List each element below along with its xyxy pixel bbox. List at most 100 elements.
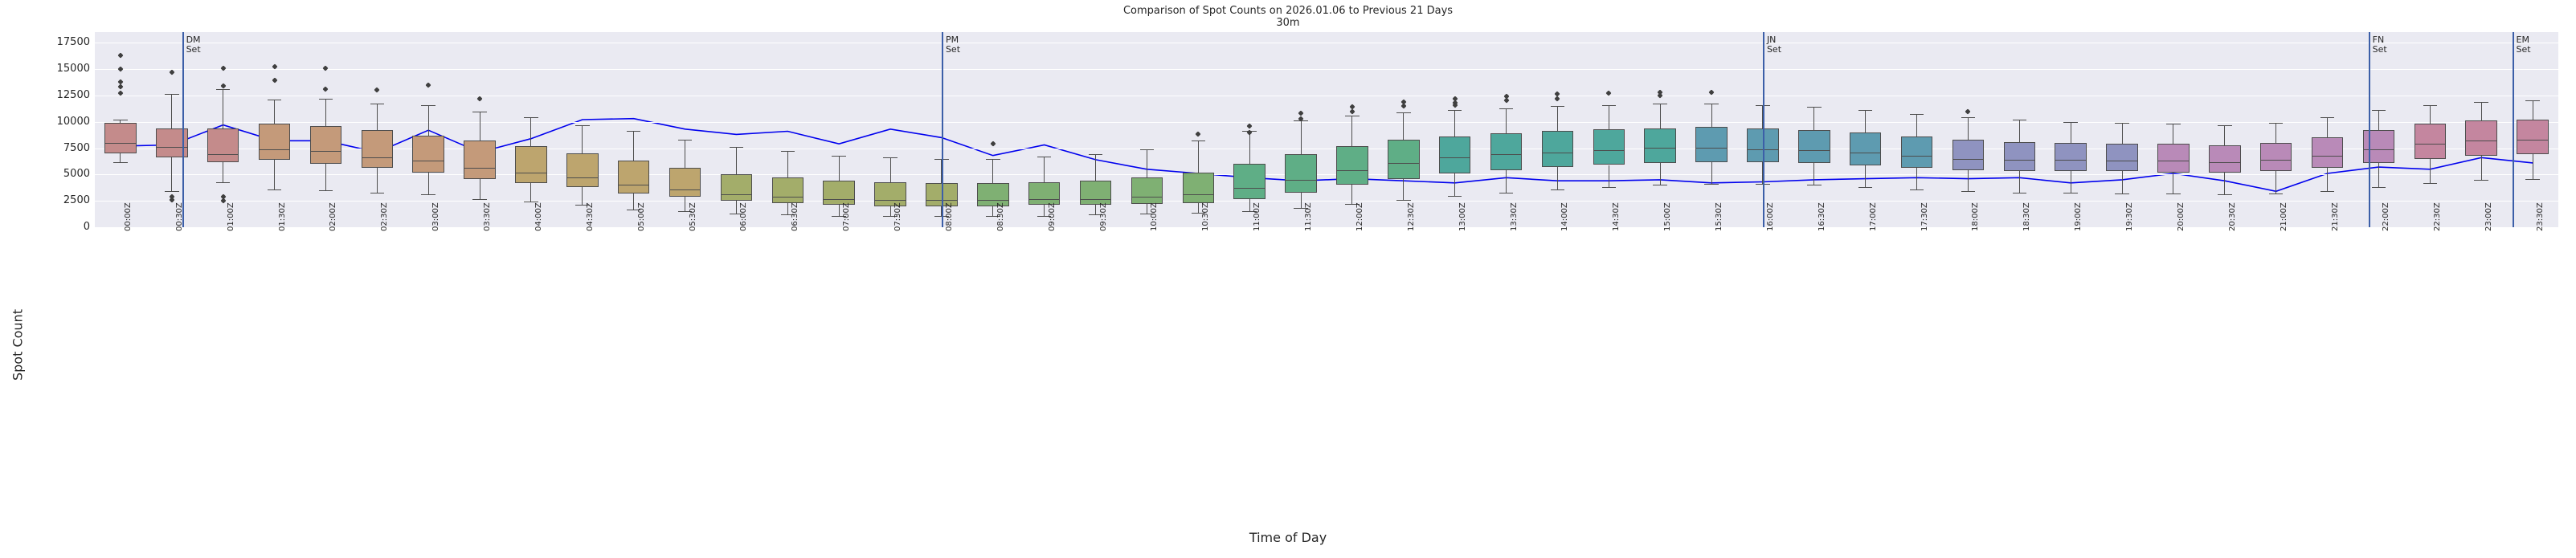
box-whisker-lower	[1865, 165, 1867, 188]
box-median	[1182, 194, 1215, 196]
box-whisker-upper	[992, 158, 994, 183]
box-median	[669, 189, 701, 190]
x-tick-label: 12:00Z	[1355, 202, 1364, 231]
y-axis-label: Spot Count	[10, 309, 26, 381]
box-median	[1233, 188, 1266, 189]
box-whisker-upper	[2378, 110, 2379, 131]
box-median	[1644, 148, 1676, 149]
box-whisker-upper	[2275, 122, 2277, 143]
x-tick-label: 07:30Z	[893, 202, 903, 231]
x-tick-label: 16:30Z	[1817, 202, 1826, 231]
box	[1285, 154, 1317, 193]
box-median	[2517, 139, 2549, 141]
box-whisker-upper	[633, 131, 635, 161]
box-cap-upper	[1909, 114, 1924, 116]
box-cap-lower	[780, 214, 795, 216]
box-median	[720, 194, 753, 196]
box-whisker-lower	[582, 187, 583, 206]
box-cap-upper	[215, 88, 231, 90]
box-whisker-upper	[530, 117, 532, 146]
box-whisker-lower	[889, 206, 891, 216]
box	[2157, 144, 2190, 173]
y-tick-label: 10000	[56, 115, 90, 128]
x-axis-label: Time of Day	[1249, 530, 1327, 545]
box-whisker-upper	[1454, 110, 1456, 137]
annotation-label-line1: DM	[186, 35, 201, 45]
box-whisker-lower	[2327, 168, 2329, 192]
x-tick-label: 10:00Z	[1150, 202, 1159, 231]
box-whisker-lower	[1916, 168, 1918, 189]
box-whisker-upper	[2429, 104, 2431, 124]
x-tick-label: 02:30Z	[380, 202, 390, 231]
box-cap-lower	[1961, 191, 1976, 193]
y-tick-label: 12500	[56, 88, 90, 101]
box-cap-upper	[1550, 105, 1565, 107]
box-cap-upper	[524, 117, 538, 119]
box-cap-upper	[2525, 100, 2540, 102]
box-cap-lower	[1037, 215, 1052, 217]
box-cap-lower	[1447, 195, 1462, 197]
y-axis-ticks: 0 2500 5000 7500 10000 12500 15000 17500	[0, 32, 90, 233]
annotation-line	[182, 32, 184, 227]
x-tick-label: 08:30Z	[996, 202, 1005, 231]
box	[515, 145, 547, 183]
box-whisker-upper	[2480, 101, 2482, 121]
box-median	[1747, 149, 1779, 150]
box-cap-upper	[677, 139, 693, 141]
box	[1900, 136, 1933, 169]
box-cap-upper	[575, 124, 590, 126]
box-whisker-lower	[530, 182, 532, 202]
annotation-line	[2512, 32, 2514, 227]
box-cap-upper	[832, 155, 846, 157]
x-tick-label: 04:30Z	[585, 202, 595, 231]
box-cap-lower	[1601, 187, 1617, 189]
box-cap-lower	[1191, 212, 1206, 214]
annotation-label-line2: Set	[2516, 44, 2531, 55]
box-cap-lower	[2320, 191, 2335, 193]
box-whisker-lower	[1711, 161, 1712, 185]
box-cap-lower	[1550, 189, 1565, 190]
box-whisker-upper	[1403, 112, 1405, 140]
box-whisker-upper	[376, 104, 378, 131]
box-whisker-lower	[1556, 167, 1558, 189]
box-cap-lower	[2166, 193, 2181, 194]
x-tick-label: 23:30Z	[2536, 202, 2545, 231]
box-whisker-upper	[171, 94, 173, 128]
x-tick-label: 14:30Z	[1612, 202, 1621, 231]
box-whisker-upper	[582, 124, 583, 154]
x-tick-label: 09:00Z	[1047, 202, 1057, 231]
y-tick-label: 0	[83, 221, 90, 233]
box-whisker-lower	[1454, 173, 1456, 196]
annotation-line	[1762, 32, 1764, 227]
today-line-series	[120, 117, 2533, 193]
box	[412, 135, 444, 173]
box-median	[1900, 155, 1933, 157]
box-whisker-upper	[427, 104, 429, 136]
box-median	[2259, 159, 2292, 161]
box	[926, 182, 958, 206]
x-tick-label: 07:00Z	[842, 202, 852, 231]
annotation-label-line1: EM	[2516, 35, 2529, 45]
box-cap-lower	[421, 194, 435, 196]
box-whisker-lower	[2121, 171, 2123, 193]
box-whisker-upper	[2224, 124, 2226, 145]
box-whisker-upper	[787, 151, 788, 178]
box-cap-lower	[1396, 199, 1411, 201]
box-cap-upper	[1961, 117, 1976, 119]
box-median	[1798, 150, 1830, 152]
box-whisker-upper	[889, 157, 891, 182]
box-cap-upper	[2371, 110, 2386, 112]
box-cap-upper	[1601, 104, 1617, 106]
box-median	[1336, 170, 1368, 172]
box-whisker-upper	[735, 147, 737, 175]
box-whisker-upper	[1813, 107, 1815, 131]
box-cap-upper	[626, 131, 641, 132]
box-median	[2209, 161, 2241, 163]
plot-area: DM Set PM Set JN Set FN Set EM Set	[95, 32, 2558, 228]
box	[2517, 120, 2549, 155]
box-cap-upper	[1756, 104, 1770, 106]
box	[2055, 142, 2087, 172]
box-median	[1079, 198, 1112, 200]
box-cap-lower	[2474, 179, 2488, 181]
box-whisker-lower	[2275, 171, 2277, 193]
